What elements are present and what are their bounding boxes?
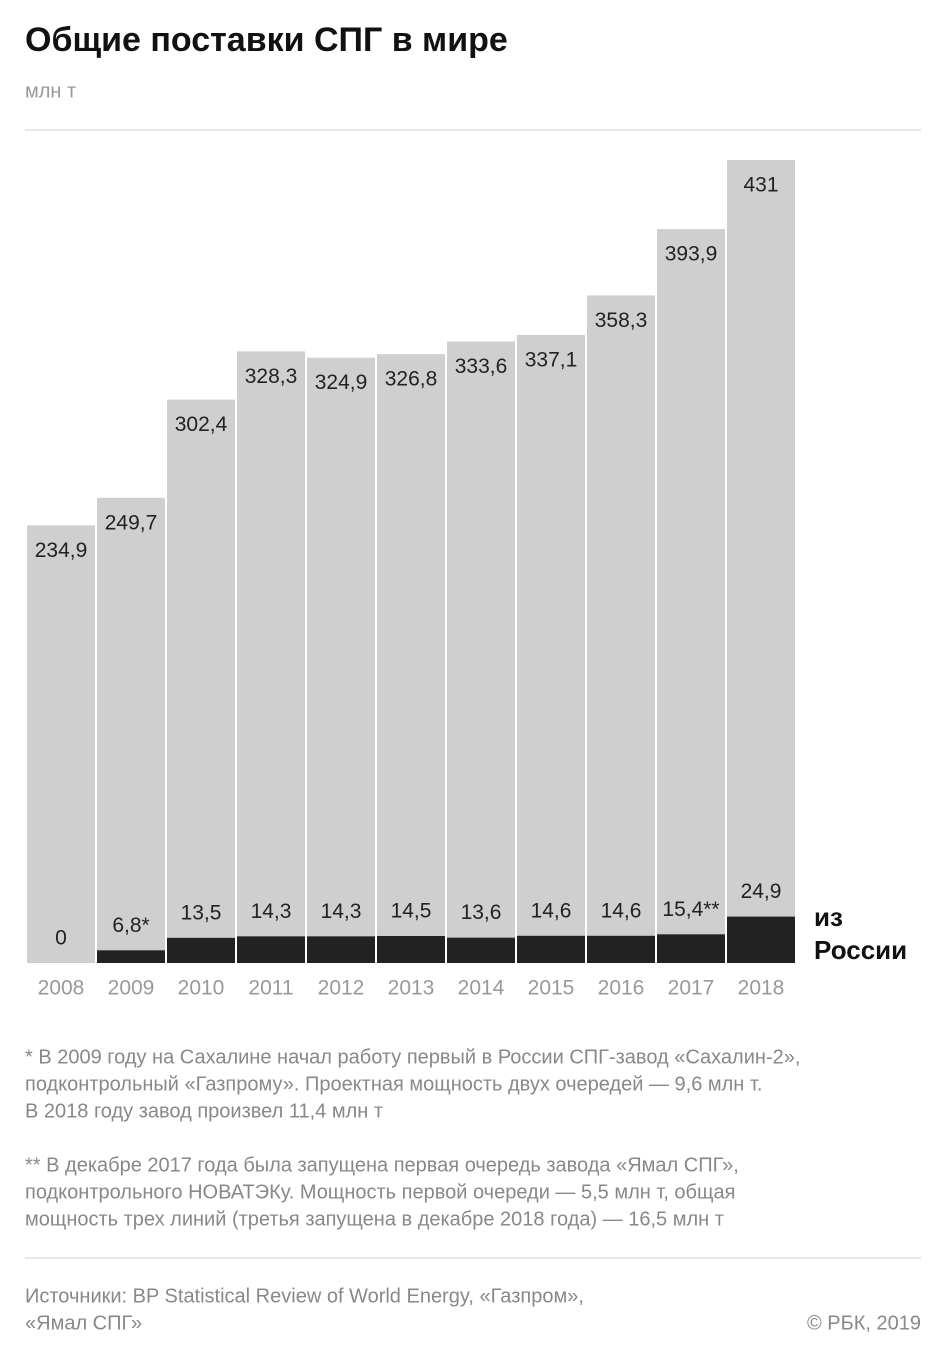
bar bbox=[167, 937, 235, 963]
x-tick-label: 2011 bbox=[248, 977, 293, 1000]
copyright: © РБК, 2019 bbox=[807, 1312, 921, 1334]
x-tick-label: 2018 bbox=[738, 977, 785, 1000]
x-tick-label: 2008 bbox=[38, 977, 85, 1000]
value-label: 337,1 bbox=[525, 348, 578, 371]
bar bbox=[657, 229, 725, 964]
bar bbox=[97, 950, 165, 963]
bar bbox=[377, 354, 445, 963]
bar bbox=[727, 160, 795, 963]
x-tick-label: 2010 bbox=[178, 977, 225, 1000]
bar bbox=[167, 399, 235, 963]
bar bbox=[97, 497, 165, 963]
value-label: 0 bbox=[55, 927, 67, 950]
bar bbox=[657, 934, 725, 963]
value-label: 13,6 bbox=[461, 901, 502, 924]
bar bbox=[27, 525, 95, 963]
footnote: мощность трех линий (третья запущена в д… bbox=[25, 1208, 724, 1230]
value-label: 234,9 bbox=[35, 539, 88, 562]
value-label: 14,3 bbox=[321, 900, 362, 923]
value-label: 6,8* bbox=[112, 914, 149, 937]
x-tick-label: 2014 bbox=[458, 977, 505, 1000]
bar bbox=[447, 937, 515, 963]
legend-label: из России bbox=[814, 902, 907, 965]
x-tick-label: 2017 bbox=[668, 977, 715, 1000]
chart-title: Общие поставки СПГ в мире bbox=[25, 21, 508, 59]
x-tick-label: 2009 bbox=[108, 977, 155, 1000]
footnote: подконтрольный «Газпрому». Проектная мощ… bbox=[25, 1073, 762, 1095]
x-tick-label: 2013 bbox=[388, 977, 435, 1000]
value-label: 358,3 bbox=[595, 309, 648, 332]
value-label: 333,6 bbox=[455, 355, 508, 378]
value-label: 249,7 bbox=[105, 511, 158, 534]
bar bbox=[517, 334, 585, 964]
bar bbox=[447, 341, 515, 964]
value-label: 324,9 bbox=[315, 371, 368, 394]
bar bbox=[237, 936, 305, 963]
value-label: 14,6 bbox=[601, 899, 642, 922]
bar bbox=[307, 357, 375, 963]
value-label: 15,4** bbox=[662, 898, 719, 921]
value-label: 14,3 bbox=[251, 900, 292, 923]
bar bbox=[587, 935, 655, 963]
bar bbox=[377, 935, 445, 963]
value-label: 14,6 bbox=[531, 899, 572, 922]
bar bbox=[517, 935, 585, 963]
footnote: ** В декабре 2017 года была запущена пер… bbox=[25, 1154, 739, 1176]
value-label: 13,5 bbox=[181, 901, 222, 924]
footnote: подконтрольного НОВАТЭКу. Мощность перво… bbox=[25, 1181, 735, 1203]
value-label: 326,8 bbox=[385, 368, 438, 391]
chart-subtitle: млн т bbox=[25, 80, 76, 102]
footnote: В 2018 году завод произвел 11,4 млн т bbox=[25, 1100, 383, 1122]
source: Источники: BP Statistical Review of Worl… bbox=[25, 1285, 584, 1307]
bar bbox=[307, 936, 375, 963]
value-label: 328,3 bbox=[245, 365, 298, 388]
bar bbox=[587, 295, 655, 964]
x-tick-label: 2012 bbox=[318, 977, 365, 1000]
source: «Ямал СПГ» bbox=[25, 1312, 142, 1334]
value-label: 393,9 bbox=[665, 243, 718, 266]
bar bbox=[727, 916, 795, 963]
bar bbox=[237, 351, 305, 963]
x-tick-label: 2015 bbox=[528, 977, 575, 1000]
value-label: 14,5 bbox=[391, 900, 432, 923]
value-label: 302,4 bbox=[175, 413, 228, 436]
value-label: 431 bbox=[743, 174, 778, 197]
value-label: 24,9 bbox=[741, 880, 782, 903]
x-tick-label: 2016 bbox=[598, 977, 645, 1000]
footnote: * В 2009 году на Сахалине начал работу п… bbox=[25, 1046, 800, 1068]
